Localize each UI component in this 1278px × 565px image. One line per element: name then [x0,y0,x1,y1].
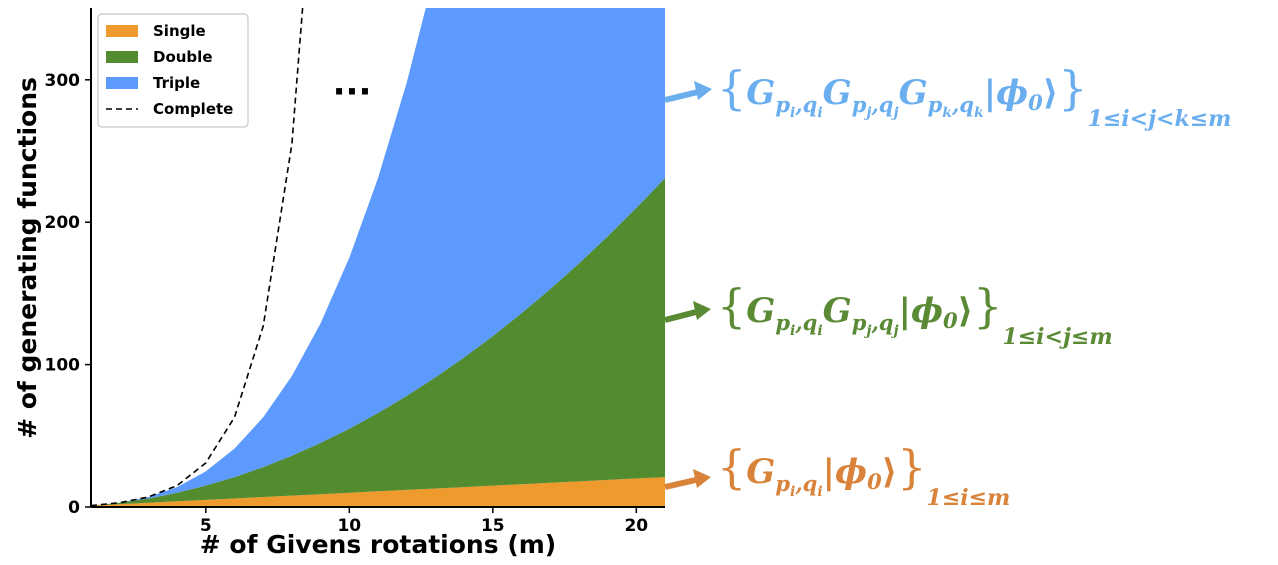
annotation-arrow-double [664,308,701,323]
legend-label-double: Double [153,48,213,66]
legend-label-complete: Complete [153,100,233,118]
ellipsis: ··· [333,72,372,112]
annotation-text-double: {Gpi,qiGpj,qj|ϕ0⟩}1≤i<j≤m [717,279,1113,350]
y-tick-label: 300 [45,71,81,91]
x-tick-label: 20 [624,516,648,536]
arrowhead-triple [694,81,712,100]
legend-swatch-double [106,51,138,63]
legend-label-triple: Triple [153,74,200,92]
area-single [91,477,665,507]
x-tick-label: 5 [200,516,212,536]
legend-swatch-single [106,25,138,37]
x-tick-label: 10 [337,516,361,536]
x-tick-label: 15 [481,516,505,536]
legend-swatch-triple [106,77,138,89]
annotation-arrow-triple [664,88,703,103]
annotation-double: {Gpi,qiGpj,qj|ϕ0⟩}1≤i<j≤m [664,279,1113,350]
annotation-text-triple: {Gpi,qiGpj,qjGpk,qk|ϕ0⟩}1≤i<j<k≤m [717,61,1231,132]
arrowhead-double [693,301,711,320]
annotation-text-single: {Gpi,qi|ϕ0⟩}1≤i≤m [717,440,1010,511]
annotation-single: {Gpi,qi|ϕ0⟩}1≤i≤m [664,440,1010,511]
arrowhead-single [693,469,711,488]
legend-label-single: Single [153,22,206,40]
y-tick-label: 100 [45,356,81,376]
y-axis-label: # of generating functions [13,77,42,439]
x-axis-label: # of Givens rotations (m) [200,530,556,559]
annotation-layer: {Gpi,qiGpj,qjGpk,qk|ϕ0⟩}1≤i<j<k≤m {Gpi,q… [664,61,1231,511]
complete-line [91,8,304,507]
complete-line-layer [91,8,304,507]
legend: Single Double Triple Complete [97,13,249,128]
area-double [91,178,665,506]
annotation-arrow-single [664,476,701,490]
y-tick-label: 200 [45,213,81,233]
annotation-triple: {Gpi,qiGpj,qjGpk,qk|ϕ0⟩}1≤i<j<k≤m [664,61,1231,132]
area-triple [91,8,665,506]
legend-box [97,13,249,128]
y-tick-label: 0 [68,498,80,518]
area-layer [91,8,665,507]
